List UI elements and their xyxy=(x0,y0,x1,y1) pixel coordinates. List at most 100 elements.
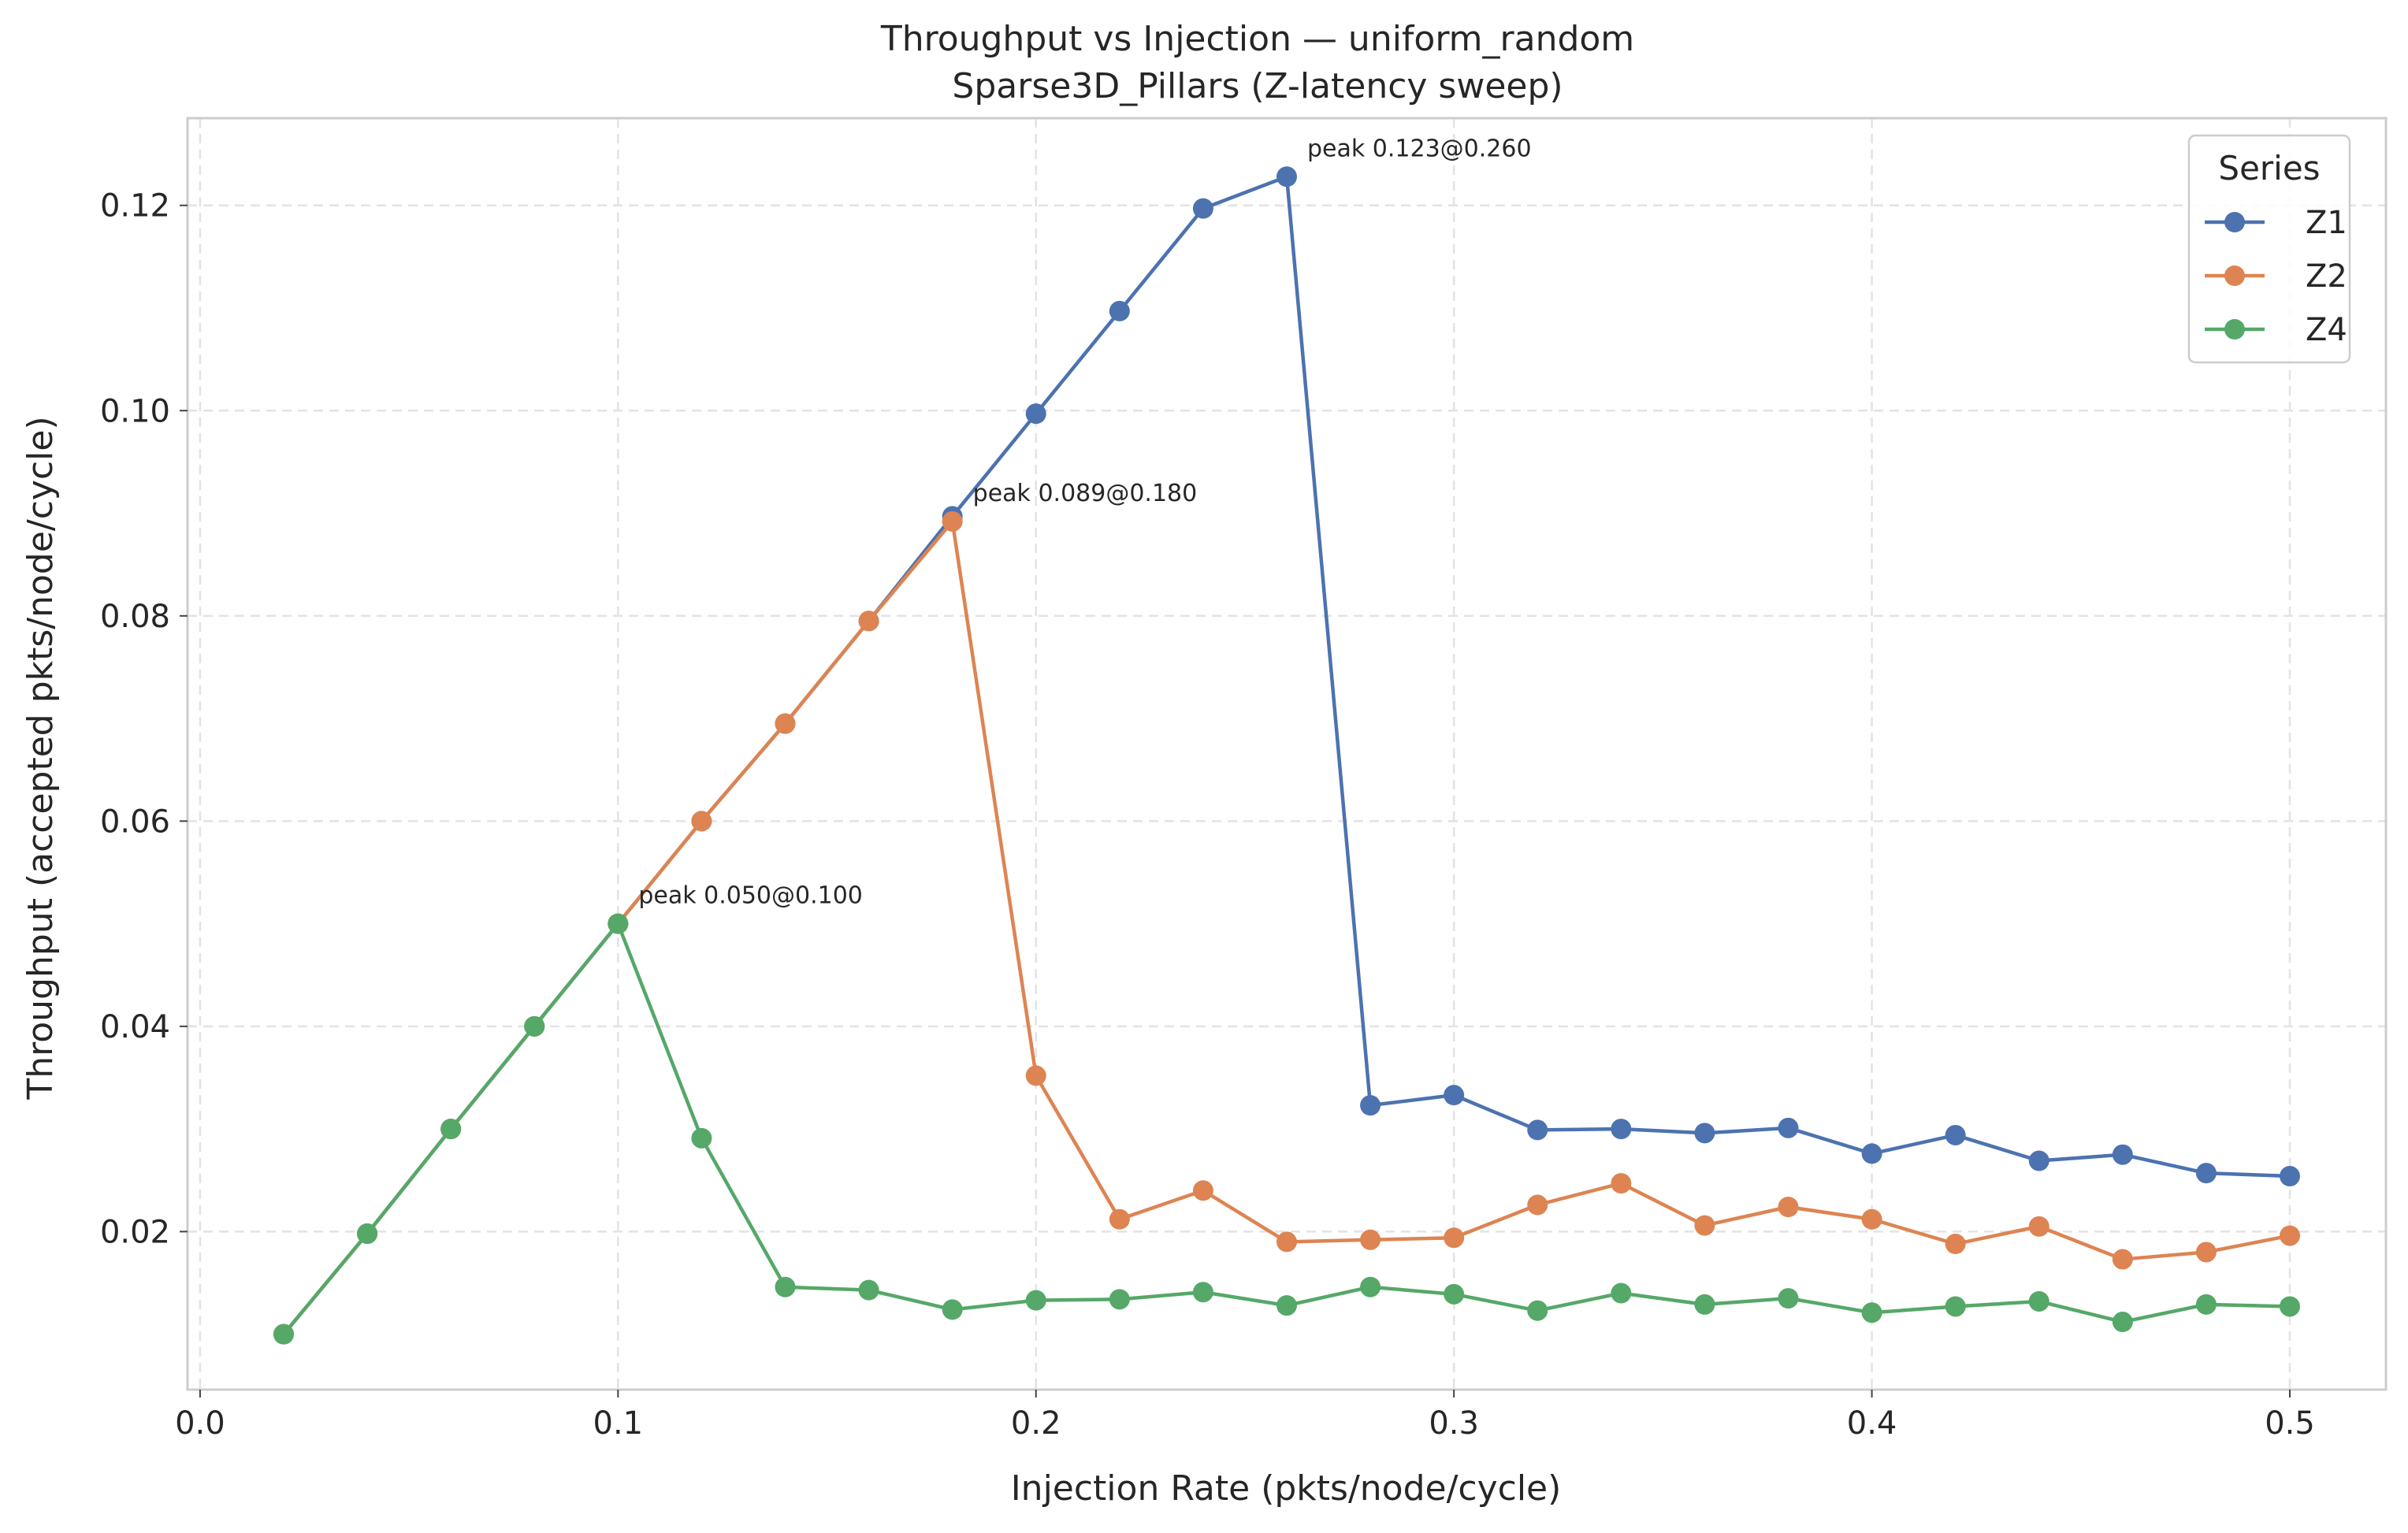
chart-subtitle: Sparse3D_Pillars (Z-latency sweep) xyxy=(952,66,1563,106)
legend-entry-z4: Z4 xyxy=(2205,312,2347,348)
data-point xyxy=(775,713,796,734)
data-point xyxy=(440,1119,462,1140)
x-axis-label: Injection Rate (pkts/node/cycle) xyxy=(1011,1468,1562,1509)
data-point xyxy=(1694,1123,1715,1144)
y-tick-label: 0.04 xyxy=(100,1009,170,1045)
data-point xyxy=(1527,1194,1548,1216)
y-tick-label: 0.12 xyxy=(100,188,170,225)
data-point xyxy=(1694,1294,1715,1315)
data-point xyxy=(2112,1312,2133,1333)
data-point xyxy=(858,611,879,632)
data-point xyxy=(1360,1229,1381,1250)
data-point xyxy=(1611,1119,1632,1140)
series-z4 xyxy=(273,913,2301,1345)
legend-swatch-marker xyxy=(2224,265,2245,286)
data-point xyxy=(2280,1166,2301,1187)
series-z2 xyxy=(273,510,2301,1345)
data-point xyxy=(2195,1163,2217,1184)
data-point xyxy=(608,913,629,934)
chart-title: Throughput vs Injection — uniform_random xyxy=(880,19,1634,59)
x-tick-label: 0.3 xyxy=(1429,1405,1479,1442)
x-tick-label: 0.0 xyxy=(175,1405,225,1442)
y-tick-label: 0.06 xyxy=(100,804,170,840)
legend: Series Z1 Z2 Z4 xyxy=(2187,134,2351,364)
data-point xyxy=(1694,1215,1715,1236)
data-point xyxy=(1276,1231,1297,1253)
data-point xyxy=(1109,1289,1130,1310)
data-point xyxy=(2028,1290,2049,1312)
data-point xyxy=(1360,1095,1381,1116)
legend-entry-z2: Z2 xyxy=(2205,258,2347,295)
data-point xyxy=(942,510,963,532)
data-point xyxy=(273,1323,294,1345)
legend-swatch-marker xyxy=(2224,212,2245,232)
legend-label: Z2 xyxy=(2306,258,2347,295)
data-point xyxy=(858,1279,879,1301)
data-point xyxy=(2028,1150,2049,1171)
legend-label: Z1 xyxy=(2306,205,2347,241)
data-point xyxy=(2112,1249,2133,1270)
peak-annotation: peak 0.050@0.100 xyxy=(638,882,863,910)
data-point xyxy=(1527,1119,1548,1141)
data-point xyxy=(1192,1180,1213,1201)
data-point xyxy=(2112,1144,2133,1165)
data-point xyxy=(1778,1197,1799,1218)
data-point xyxy=(2195,1242,2217,1263)
data-point xyxy=(1945,1124,1966,1145)
data-point xyxy=(524,1015,545,1037)
data-point xyxy=(1025,1290,1046,1311)
peak-annotation: peak 0.123@0.260 xyxy=(1307,135,1532,162)
data-point xyxy=(2280,1296,2301,1317)
y-tick-label: 0.08 xyxy=(100,599,170,635)
data-point xyxy=(1778,1288,1799,1309)
axis-ticks: 0.0 0.1 0.2 0.3 0.4 0.5 0.02 0.04 0.06 0.08 0.10 0.… xyxy=(100,188,2315,1442)
plot-area xyxy=(186,117,2388,1391)
data-point xyxy=(1861,1143,1882,1164)
data-point xyxy=(1527,1300,1548,1321)
data-point xyxy=(691,811,712,832)
data-point xyxy=(1945,1234,1966,1255)
data-point xyxy=(1276,166,1297,187)
y-tick-label: 0.10 xyxy=(100,393,170,429)
data-point xyxy=(1444,1085,1465,1106)
grid xyxy=(188,118,2386,1390)
data-point xyxy=(1611,1282,1632,1304)
legend-title: Series xyxy=(2218,149,2320,187)
data-point xyxy=(1444,1227,1465,1249)
data-point xyxy=(1192,1282,1213,1303)
data-point xyxy=(1025,1065,1046,1086)
y-axis-label: Throughput (accepted pkts/node/cycle) xyxy=(20,416,61,1100)
legend-entry-z1: Z1 xyxy=(2205,205,2347,241)
data-point xyxy=(1192,198,1213,219)
data-point xyxy=(1861,1302,1882,1323)
data-point xyxy=(2280,1225,2301,1246)
data-point xyxy=(1945,1296,1966,1317)
data-point xyxy=(1109,1208,1130,1230)
legend-swatch-marker xyxy=(2224,319,2245,340)
series-lines xyxy=(273,166,2301,1345)
x-tick-label: 0.2 xyxy=(1011,1405,1061,1442)
peak-annotation: peak 0.089@0.180 xyxy=(973,480,1198,507)
data-point xyxy=(1360,1276,1381,1297)
data-point xyxy=(1109,300,1130,321)
data-point xyxy=(942,1299,963,1320)
x-tick-label: 0.5 xyxy=(2265,1405,2315,1442)
legend-box xyxy=(2187,134,2351,364)
x-tick-label: 0.4 xyxy=(1847,1405,1897,1442)
data-point xyxy=(2028,1216,2049,1237)
data-point xyxy=(1444,1283,1465,1305)
y-tick-label: 0.02 xyxy=(100,1214,170,1250)
data-point xyxy=(691,1127,712,1149)
legend-label: Z4 xyxy=(2306,312,2347,348)
data-point xyxy=(1276,1295,1297,1316)
data-point xyxy=(357,1223,378,1244)
annotations: peak 0.123@0.260 peak 0.089@0.180 peak 0.0… xyxy=(638,135,1531,909)
data-point xyxy=(1778,1117,1799,1138)
data-point xyxy=(1025,403,1046,425)
data-point xyxy=(775,1276,796,1297)
data-point xyxy=(1861,1208,1882,1230)
data-point xyxy=(1611,1173,1632,1194)
x-tick-label: 0.1 xyxy=(593,1405,644,1442)
data-point xyxy=(2195,1294,2217,1315)
